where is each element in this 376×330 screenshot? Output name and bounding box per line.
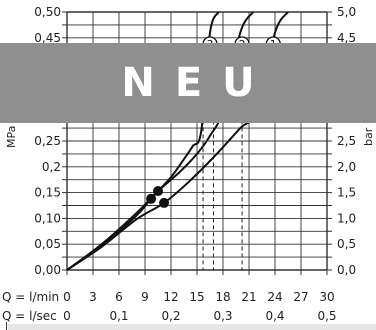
y-tick-label-left: 0,05 bbox=[34, 237, 61, 251]
y-tick-label-left: 0,25 bbox=[34, 134, 61, 148]
x-tick-label-sec: 0 bbox=[63, 309, 71, 323]
y-axis-label-left: MPa bbox=[5, 126, 18, 148]
x-axis-label-min: Q = l/min bbox=[2, 290, 59, 304]
operating-point-marker bbox=[159, 197, 170, 208]
new-badge-band: NEU bbox=[0, 43, 376, 123]
operating-point-marker bbox=[146, 193, 157, 204]
y-tick-label-right: 4,5 bbox=[337, 31, 356, 45]
y-tick-label-left: 0,00 bbox=[34, 263, 61, 277]
y-axis-label-right: bar bbox=[362, 127, 375, 146]
x-tick-label-sec: 0,5 bbox=[317, 309, 336, 323]
markers bbox=[146, 186, 170, 208]
y-tick-label-right: 0,0 bbox=[337, 263, 356, 277]
y-tick-label-left: 0,2 bbox=[42, 160, 61, 174]
x-tick-label-min: 6 bbox=[115, 290, 123, 304]
x-tick-label-min: 30 bbox=[319, 290, 334, 304]
y-tick-label-left: 0,45 bbox=[34, 31, 61, 45]
y-tick-label-right: 0,5 bbox=[337, 237, 356, 251]
y-tick-label-right: 2,0 bbox=[337, 160, 356, 174]
x-tick-label-sec: 0,1 bbox=[109, 309, 128, 323]
x-tick-label-min: 21 bbox=[241, 290, 256, 304]
x-tick-label-min: 12 bbox=[163, 290, 178, 304]
y-tick-label-right: 2,5 bbox=[337, 134, 356, 148]
bottom-divider bbox=[6, 322, 7, 330]
bottom-band bbox=[8, 324, 376, 330]
x-tick-label-min: 15 bbox=[189, 290, 204, 304]
operating-point-marker bbox=[153, 186, 163, 197]
y-tick-label-right: 1,0 bbox=[337, 211, 356, 225]
new-badge-text: NEU bbox=[121, 60, 275, 106]
y-tick-label-left: 0,50 bbox=[34, 5, 61, 19]
y-tick-label-left: 0,10 bbox=[34, 211, 61, 225]
tick-labels: 0,000,050,100,150,20,250,450,500,00,51,0… bbox=[34, 5, 356, 323]
x-tick-label-min: 24 bbox=[267, 290, 282, 304]
x-tick-label-min: 0 bbox=[63, 290, 71, 304]
x-tick-label-min: 27 bbox=[293, 290, 308, 304]
x-tick-label-sec: 0,4 bbox=[265, 309, 284, 323]
y-tick-label-right: 1,5 bbox=[337, 186, 356, 200]
x-tick-label-sec: 0,3 bbox=[213, 309, 232, 323]
x-tick-label-min: 18 bbox=[215, 290, 230, 304]
x-tick-label-min: 3 bbox=[89, 290, 97, 304]
axis-titles: Q = l/min Q = l/sec MPa bar bbox=[2, 126, 375, 323]
x-axis-label-sec: Q = l/sec bbox=[2, 309, 57, 323]
y-tick-label-left: 0,15 bbox=[34, 186, 61, 200]
x-tick-label-sec: 0,2 bbox=[161, 309, 180, 323]
y-tick-label-right: 5,0 bbox=[337, 5, 356, 19]
x-tick-label-min: 9 bbox=[141, 290, 149, 304]
